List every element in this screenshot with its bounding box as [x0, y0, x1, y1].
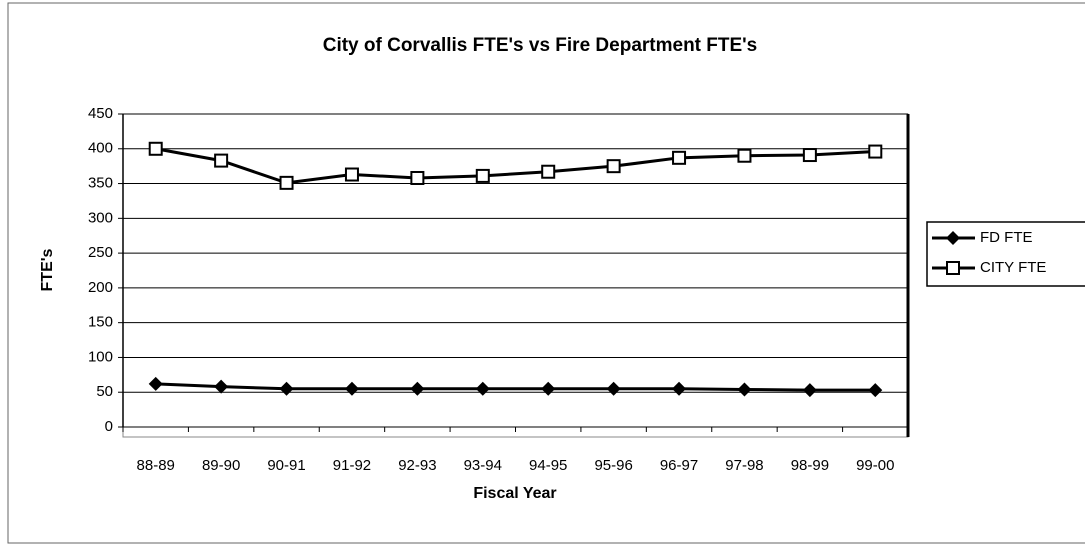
series-line [155, 382, 876, 392]
point [606, 159, 621, 174]
legend-marker [946, 231, 960, 245]
y-tick-label: 250 [88, 244, 113, 261]
point [868, 144, 883, 159]
x-tick-label: 88-89 [137, 457, 175, 474]
y-tick-label: 150 [88, 314, 113, 331]
point [148, 376, 163, 391]
x-tick-label: 91-92 [333, 457, 371, 474]
point [344, 381, 359, 396]
x-tick-label: 95-96 [594, 457, 632, 474]
point [344, 167, 359, 182]
y-tick-label: 200 [88, 279, 113, 296]
legend-label: CITY FTE [980, 259, 1046, 276]
legend-label: FD FTE [980, 229, 1033, 246]
point [868, 383, 883, 398]
point [672, 381, 687, 396]
point [802, 383, 817, 398]
point [475, 381, 490, 396]
point [410, 170, 425, 185]
point [148, 141, 163, 156]
point [672, 150, 687, 165]
x-tick-label: 99-00 [856, 457, 894, 474]
x-tick-label: 93-94 [464, 457, 502, 474]
y-tick-label: 350 [88, 175, 113, 192]
plot-area [122, 113, 909, 438]
y-axis-label: FTE's [39, 248, 56, 291]
point [475, 168, 490, 183]
chart-title: City of Corvallis FTE's vs Fire Departme… [323, 35, 758, 56]
y-tick-label: 100 [88, 348, 113, 365]
point [279, 175, 294, 190]
point [802, 148, 817, 163]
point [737, 148, 752, 163]
y-tick-label: 400 [88, 140, 113, 157]
x-tick-label: 89-90 [202, 457, 240, 474]
x-tick-label: 97-98 [725, 457, 763, 474]
x-axis-label: Fiscal Year [473, 485, 556, 502]
point [279, 381, 294, 396]
y-tick-label: 0 [105, 418, 113, 435]
x-tick-label: 98-99 [791, 457, 829, 474]
x-tick-label: 92-93 [398, 457, 436, 474]
chart-border [7, 2, 1085, 544]
point [214, 379, 229, 394]
point [541, 381, 556, 396]
point [214, 153, 229, 168]
y-tick-label: 300 [88, 209, 113, 226]
x-tick-label: 90-91 [267, 457, 305, 474]
point [410, 381, 425, 396]
y-tick-label: 450 [88, 105, 113, 122]
series-line [155, 147, 876, 185]
point [606, 381, 621, 396]
x-tick-label: 96-97 [660, 457, 698, 474]
legend-marker [946, 261, 960, 275]
point [737, 382, 752, 397]
x-tick-label: 94-95 [529, 457, 567, 474]
point [541, 164, 556, 179]
y-tick-label: 50 [96, 383, 113, 400]
